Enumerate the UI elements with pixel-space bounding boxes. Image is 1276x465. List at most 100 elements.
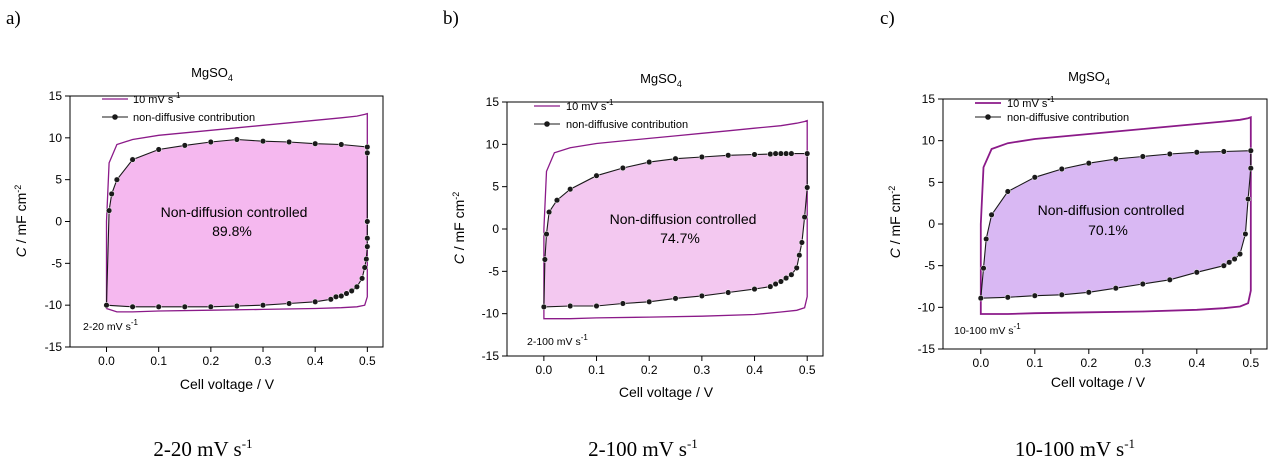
cv-curve-10mVs — [105, 112, 368, 313]
scan-range-label: 2-100 mV s-1 — [527, 333, 588, 348]
data-point — [1236, 250, 1244, 258]
panel-caption: 10-100 mV s-1 — [1015, 436, 1135, 461]
x-tick-label: 0.3 — [694, 363, 711, 377]
data-point — [541, 256, 548, 263]
panel-label: b) — [443, 8, 459, 29]
legend-marker-swatch-dot — [544, 121, 550, 127]
data-point — [361, 264, 368, 271]
y-tick-label: 0 — [492, 222, 499, 236]
data-point — [1139, 280, 1146, 288]
scan-range-text: 2-20 mV s — [83, 321, 131, 333]
legend-cv-sup: -1 — [1047, 95, 1055, 104]
non-diffusive-fill-area — [980, 150, 1251, 299]
x-tick-label: 0.3 — [1134, 356, 1151, 370]
y-axis-unit: / mF cm — [451, 200, 467, 254]
data-point — [798, 239, 805, 246]
data-point — [672, 295, 679, 302]
axis-ticks: 0.0 0.1 0.2 0.3 0.4 0.5 -15 -10 -5 0 5 10 15 — [482, 95, 816, 377]
data-point — [364, 243, 371, 250]
y-tick-label: -15 — [482, 349, 500, 363]
caption-text: 2-100 mV s — [588, 437, 687, 461]
data-point — [567, 302, 574, 310]
cv-curve-10mVs — [979, 116, 1252, 315]
data-point — [1247, 147, 1254, 154]
x-tick-label: 0.0 — [972, 356, 989, 370]
data-point — [751, 151, 758, 158]
title-main: MgSO — [1068, 69, 1105, 84]
data-point — [181, 303, 188, 310]
y-tick-label: 15 — [486, 95, 500, 109]
data-point — [801, 214, 808, 221]
caption-text: 10-100 mV s — [1015, 437, 1124, 461]
data-point — [259, 138, 267, 145]
axis-ticks: 0.0 0.1 0.2 0.3 0.4 0.5 -15 -10 -5 0 5 10 15 — [45, 89, 376, 368]
data-point — [364, 143, 371, 151]
legend-cv-sup: -1 — [173, 91, 181, 100]
x-axis-label: Cell voltage / V — [180, 376, 275, 392]
data-point — [359, 275, 366, 282]
y-tick-label: -5 — [488, 264, 499, 278]
legend-cv-text: 10 mV s — [133, 94, 174, 106]
data-point — [777, 150, 784, 157]
y-axis-label: C / mF cm-2 — [13, 185, 29, 258]
caption-sup: -1 — [687, 436, 698, 451]
data-point — [725, 289, 732, 296]
x-tick-label: 0.1 — [1026, 356, 1043, 370]
region-label: Non-diffusion controlled — [1038, 202, 1185, 218]
non-diffusive-markers — [540, 150, 811, 310]
x-tick-label: 0.5 — [359, 354, 376, 368]
legend-marker-label: non-diffusive contribution — [566, 119, 688, 131]
legend-marker-label: non-diffusive contribution — [133, 112, 255, 124]
data-point — [364, 149, 371, 156]
data-point — [540, 303, 547, 310]
data-point — [348, 287, 355, 294]
non-diffusive-curve — [980, 150, 1252, 299]
data-point — [1031, 174, 1038, 181]
data-point — [129, 156, 136, 163]
data-point — [567, 186, 574, 193]
y-axis-symbol: C — [13, 246, 29, 257]
panel-label: c) — [880, 8, 895, 29]
data-point — [1166, 276, 1173, 283]
data-point — [543, 231, 550, 238]
y-axis-symbol: C — [887, 247, 903, 258]
y-tick-label: 5 — [55, 173, 62, 187]
data-point — [113, 176, 120, 183]
y-tick-label: -15 — [918, 342, 936, 356]
data-point — [767, 283, 774, 290]
y-tick-label: 5 — [928, 175, 935, 189]
data-point — [1193, 269, 1200, 276]
data-point — [1112, 155, 1119, 163]
panel-label: a) — [6, 8, 21, 29]
data-point — [1166, 150, 1173, 158]
legend-cv-text: 10 mV s — [1007, 98, 1048, 110]
y-axis-unit-sup: -2 — [451, 192, 461, 200]
data-point — [980, 265, 987, 272]
non-diffusive-markers — [977, 147, 1254, 302]
y-tick-label: -10 — [482, 307, 500, 321]
region-percentage: 74.7% — [660, 230, 700, 246]
caption-text: 2-20 mV s — [153, 437, 241, 461]
data-point — [788, 271, 795, 278]
non-diffusive-curve — [543, 153, 808, 308]
data-point — [593, 302, 600, 310]
x-tick-label: 0.0 — [98, 354, 115, 368]
y-axis-symbol: C — [451, 253, 467, 264]
legend: 10 mV s-1 non-diffusive contribution — [102, 91, 255, 124]
x-tick-label: 0.4 — [746, 363, 763, 377]
y-tick-label: 5 — [492, 180, 499, 194]
data-point — [207, 303, 214, 310]
data-point — [725, 152, 732, 159]
data-point — [106, 207, 113, 214]
legend-cv-sup: -1 — [606, 98, 614, 107]
x-tick-label: 0.0 — [536, 363, 553, 377]
data-point — [207, 138, 214, 146]
data-point — [546, 209, 553, 216]
legend-cv-text: 10 mV s — [566, 101, 607, 113]
x-axis-label: Cell voltage / V — [619, 384, 714, 400]
non-diffusive-curve — [105, 138, 368, 308]
y-tick-label: 10 — [486, 137, 500, 151]
data-point — [1245, 195, 1252, 203]
data-point — [804, 184, 811, 191]
